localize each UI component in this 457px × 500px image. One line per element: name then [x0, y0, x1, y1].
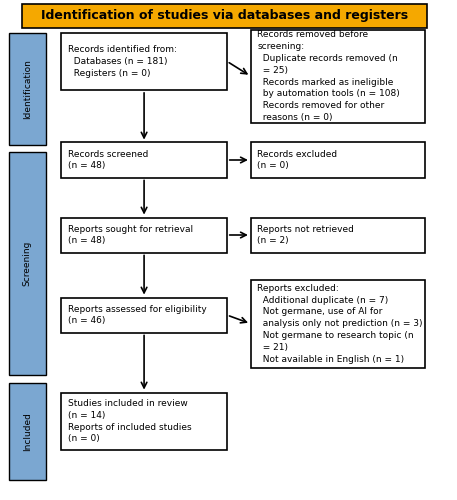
Text: Records identified from:
  Databases (n = 181)
  Registers (n = 0): Records identified from: Databases (n = … — [68, 45, 177, 78]
FancyBboxPatch shape — [61, 142, 227, 178]
Text: Screening: Screening — [23, 241, 32, 286]
FancyBboxPatch shape — [61, 298, 227, 332]
Text: Included: Included — [23, 412, 32, 451]
Text: Reports excluded:
  Additional duplicate (n = 7)
  Not germane, use of AI for
  : Reports excluded: Additional duplicate (… — [257, 284, 423, 364]
FancyBboxPatch shape — [61, 392, 227, 450]
Text: Records removed before
screening:
  Duplicate records removed (n
  = 25)
  Recor: Records removed before screening: Duplic… — [257, 30, 400, 122]
FancyBboxPatch shape — [251, 142, 425, 178]
FancyBboxPatch shape — [251, 218, 425, 252]
Text: Reports not retrieved
(n = 2): Reports not retrieved (n = 2) — [257, 224, 354, 246]
FancyBboxPatch shape — [251, 30, 425, 122]
FancyBboxPatch shape — [22, 4, 427, 28]
FancyBboxPatch shape — [61, 218, 227, 252]
Text: Reports assessed for eligibility
(n = 46): Reports assessed for eligibility (n = 46… — [68, 304, 207, 326]
Text: Records excluded
(n = 0): Records excluded (n = 0) — [257, 150, 337, 171]
FancyBboxPatch shape — [9, 152, 46, 375]
Text: Studies included in review
(n = 14)
Reports of included studies
(n = 0): Studies included in review (n = 14) Repo… — [68, 399, 191, 444]
FancyBboxPatch shape — [61, 32, 227, 90]
Text: Reports sought for retrieval
(n = 48): Reports sought for retrieval (n = 48) — [68, 224, 193, 246]
FancyBboxPatch shape — [9, 382, 46, 480]
FancyBboxPatch shape — [9, 32, 46, 145]
Text: Identification: Identification — [23, 59, 32, 118]
Text: Records screened
(n = 48): Records screened (n = 48) — [68, 150, 148, 171]
Text: Identification of studies via databases and registers: Identification of studies via databases … — [41, 9, 408, 22]
FancyBboxPatch shape — [251, 280, 425, 368]
